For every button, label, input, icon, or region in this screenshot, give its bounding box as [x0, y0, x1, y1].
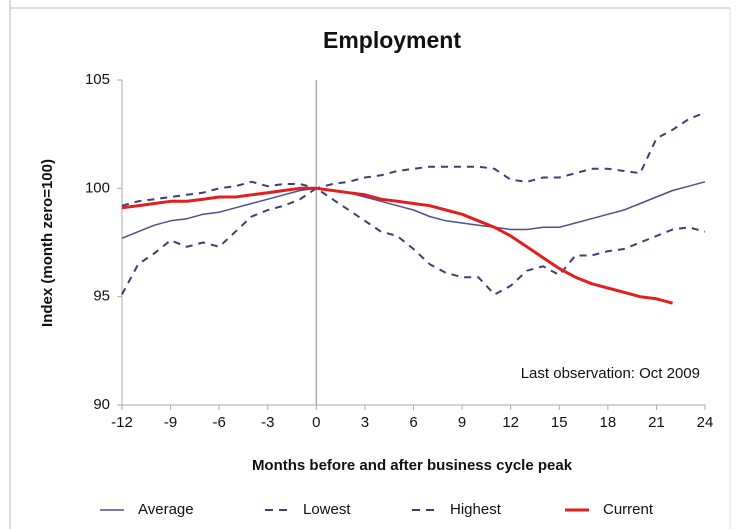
legend-label: Lowest: [303, 501, 351, 518]
x-tick-label: -9: [164, 414, 177, 431]
y-axis-label: Index (month zero=100): [39, 159, 56, 327]
legend-label: Average: [138, 501, 194, 518]
x-tick-label: -12: [111, 414, 133, 431]
y-tick-label: 105: [85, 71, 110, 88]
x-tick-label: 24: [697, 414, 714, 431]
x-axis-label: Months before and after business cycle p…: [252, 457, 573, 474]
series-line: [121, 187, 706, 296]
x-tick-label: -3: [261, 414, 274, 431]
legend-label: Current: [603, 501, 654, 518]
x-tick-label: -6: [212, 414, 225, 431]
x-tick-label: 3: [361, 414, 369, 431]
x-tick-label: 18: [599, 414, 616, 431]
x-tick-label: 15: [551, 414, 568, 431]
x-tick-label: 12: [502, 414, 519, 431]
annotation: Last observation: Oct 2009: [521, 365, 700, 382]
x-tick-label: 9: [458, 414, 466, 431]
series-line: [121, 111, 706, 207]
chart-title: Employment: [323, 27, 461, 53]
x-tick-label: 21: [648, 414, 665, 431]
x-tick-label: 0: [312, 414, 320, 431]
series-line: [121, 186, 673, 305]
y-tick-label: 95: [93, 288, 110, 305]
legend-label: Highest: [450, 501, 502, 518]
y-tick-label: 90: [93, 396, 110, 413]
y-tick-label: 100: [85, 179, 110, 196]
x-tick-label: 6: [409, 414, 417, 431]
series-line: [121, 181, 706, 239]
